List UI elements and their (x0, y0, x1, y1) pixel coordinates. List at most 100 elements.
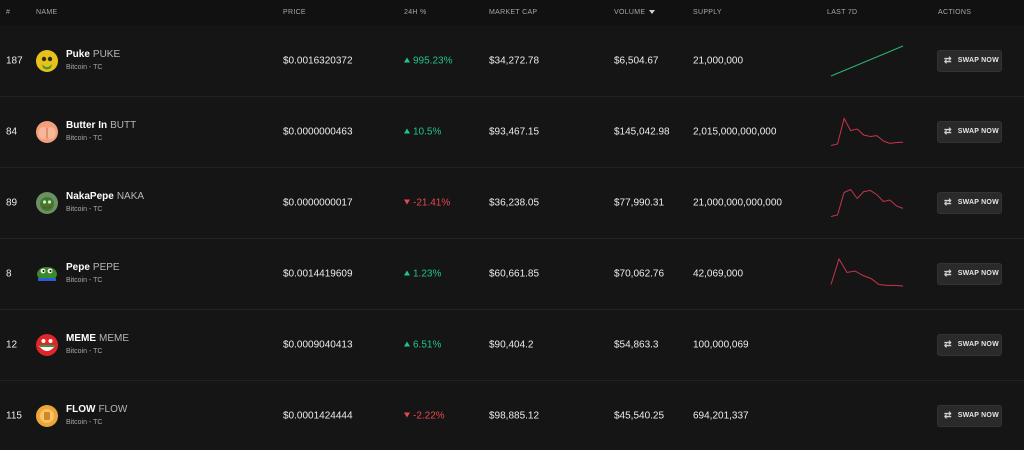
swap-now-button[interactable]: ⇄ SWAP NOW (937, 262, 1002, 285)
arrow-up-icon (404, 341, 410, 346)
header-supply[interactable]: SUPPLY (693, 9, 722, 16)
coin-name: Puke (66, 48, 90, 60)
token-name[interactable]: Pepe PEPE Bitcoin - TC (66, 261, 120, 287)
volume: $54,863.3 (614, 339, 659, 350)
header-actions: ACTIONS (938, 9, 972, 16)
market-cap: $60,661.85 (489, 268, 540, 279)
coin-name: NakaPepe (66, 190, 114, 202)
coin-network: Bitcoin - TC (66, 205, 103, 213)
token-name[interactable]: Butter In BUTT Bitcoin - TC (66, 119, 136, 145)
table-row[interactable]: 115 FLOW FLOW Bitcoin - TC $0.0001424444 -2.2… (0, 380, 1024, 450)
swap-arrows-icon: ⇄ (944, 268, 952, 278)
arrow-up-icon (404, 128, 410, 133)
swap-now-button[interactable]: ⇄ SWAP NOW (937, 333, 1002, 356)
header-volume-label: VOLUME (614, 9, 646, 16)
coin-symbol: PEPE (92, 261, 120, 273)
sparkline-7d (828, 185, 906, 221)
sparkline-7d (828, 256, 906, 292)
swap-now-button[interactable]: ⇄ SWAP NOW (937, 120, 1002, 143)
token-name[interactable]: FLOW FLOW Bitcoin - TC (66, 403, 127, 429)
rank: 84 (6, 126, 18, 137)
change-24h: 1.23% (404, 268, 441, 279)
coin-symbol: NAKA (116, 190, 145, 202)
token-name[interactable]: Puke PUKE Bitcoin - TC (66, 48, 120, 74)
arrow-down-icon (404, 199, 410, 204)
price: $0.0001424444 (283, 410, 353, 421)
swap-arrows-icon: ⇄ (944, 197, 952, 207)
coin-name: FLOW (66, 403, 96, 415)
table-row[interactable]: 12 MEME MEME Bitcoin - TC $0.0009040413 6.51%… (0, 309, 1024, 381)
rank: 187 (6, 55, 23, 66)
nakapepe-avatar-icon (36, 191, 58, 214)
sparkline-7d (828, 327, 906, 363)
token-name[interactable]: NakaPepe NAKA Bitcoin - TC (66, 190, 144, 216)
header-change[interactable]: 24H % (404, 9, 427, 16)
swap-now-button[interactable]: ⇄ SWAP NOW (937, 49, 1002, 72)
change-value: 995.23% (413, 55, 453, 66)
swap-now-label: SWAP NOW (957, 270, 999, 277)
swap-now-label: SWAP NOW (957, 341, 999, 348)
supply: 21,000,000,000,000 (693, 197, 782, 208)
swap-arrows-icon: ⇄ (944, 126, 952, 136)
swap-now-button[interactable]: ⇄ SWAP NOW (937, 404, 1002, 427)
change-24h: 10.5% (404, 126, 441, 137)
swap-arrows-icon: ⇄ (944, 55, 952, 65)
volume: $6,504.67 (614, 55, 659, 66)
supply: 2,015,000,000,000 (693, 126, 777, 137)
change-value: 10.5% (413, 126, 442, 137)
token-name[interactable]: MEME MEME Bitcoin - TC (66, 332, 129, 358)
pepe-avatar-icon (36, 263, 58, 285)
coin-network: Bitcoin - TC (66, 63, 103, 71)
volume: $45,540.25 (614, 410, 665, 421)
market-cap: $98,885.12 (489, 410, 540, 421)
change-value: 1.23% (413, 268, 442, 279)
arrow-down-icon (404, 412, 410, 417)
coin-name: Butter In (66, 119, 108, 131)
meme-avatar-icon (36, 333, 58, 356)
supply: 42,069,000 (693, 268, 744, 279)
coin-network: Bitcoin - TC (66, 276, 103, 284)
header-price[interactable]: PRICE (283, 9, 306, 16)
header-rank[interactable]: # (6, 9, 11, 16)
coin-name: Pepe (66, 261, 90, 273)
supply: 694,201,337 (693, 410, 749, 421)
butt-avatar-icon (36, 120, 58, 143)
volume: $145,042.98 (614, 126, 670, 137)
price: $0.0014419609 (283, 268, 353, 279)
change-value: 6.51% (413, 339, 442, 350)
coin-symbol: PUKE (92, 48, 121, 60)
sparkline-7d (828, 114, 906, 150)
puke-avatar-icon (36, 49, 58, 72)
table-row[interactable]: 187 Puke PUKE Bitcoin - TC $0.0016320372 995.… (0, 25, 1024, 97)
sparkline-7d (828, 398, 906, 434)
rank: 12 (6, 339, 18, 350)
swap-arrows-icon: ⇄ (944, 410, 952, 420)
header-market-cap[interactable]: MARKET CAP (489, 9, 538, 16)
change-value: -2.22% (413, 410, 445, 421)
swap-now-label: SWAP NOW (957, 57, 999, 64)
volume: $70,062.76 (614, 268, 665, 279)
rank: 89 (6, 197, 18, 208)
supply: 100,000,069 (693, 339, 749, 350)
header-volume[interactable]: VOLUME (614, 9, 656, 16)
coin-network: Bitcoin - TC (66, 418, 103, 426)
swap-now-label: SWAP NOW (957, 199, 999, 206)
swap-now-button[interactable]: ⇄ SWAP NOW (937, 191, 1002, 214)
sort-desc-icon (649, 10, 656, 14)
coin-symbol: MEME (99, 332, 129, 344)
table-header: # NAME PRICE 24H % MARKET CAP VOLUME SUP… (0, 0, 1024, 25)
header-last-7d: LAST 7D (827, 9, 858, 16)
change-24h: -2.22% (404, 410, 445, 421)
arrow-up-icon (404, 57, 410, 62)
volume: $77,990.31 (614, 197, 665, 208)
sparkline-line (830, 45, 904, 76)
sparkline-7d (828, 43, 906, 79)
swap-now-label: SWAP NOW (957, 412, 999, 419)
coin-network: Bitcoin - TC (66, 347, 103, 355)
sparkline-line (830, 188, 904, 217)
table-row[interactable]: 8 Pepe PEPE Bitcoin - TC $0.0014419609 1.23% $… (0, 238, 1024, 310)
table-row[interactable]: 89 NakaPepe NAKA Bitcoin - TC $0.0000000017 -… (0, 167, 1024, 239)
header-name[interactable]: NAME (36, 9, 58, 16)
table-row[interactable]: 84 Butter In BUTT Bitcoin - TC $0.0000000463… (0, 96, 1024, 168)
coin-network: Bitcoin - TC (66, 134, 103, 142)
